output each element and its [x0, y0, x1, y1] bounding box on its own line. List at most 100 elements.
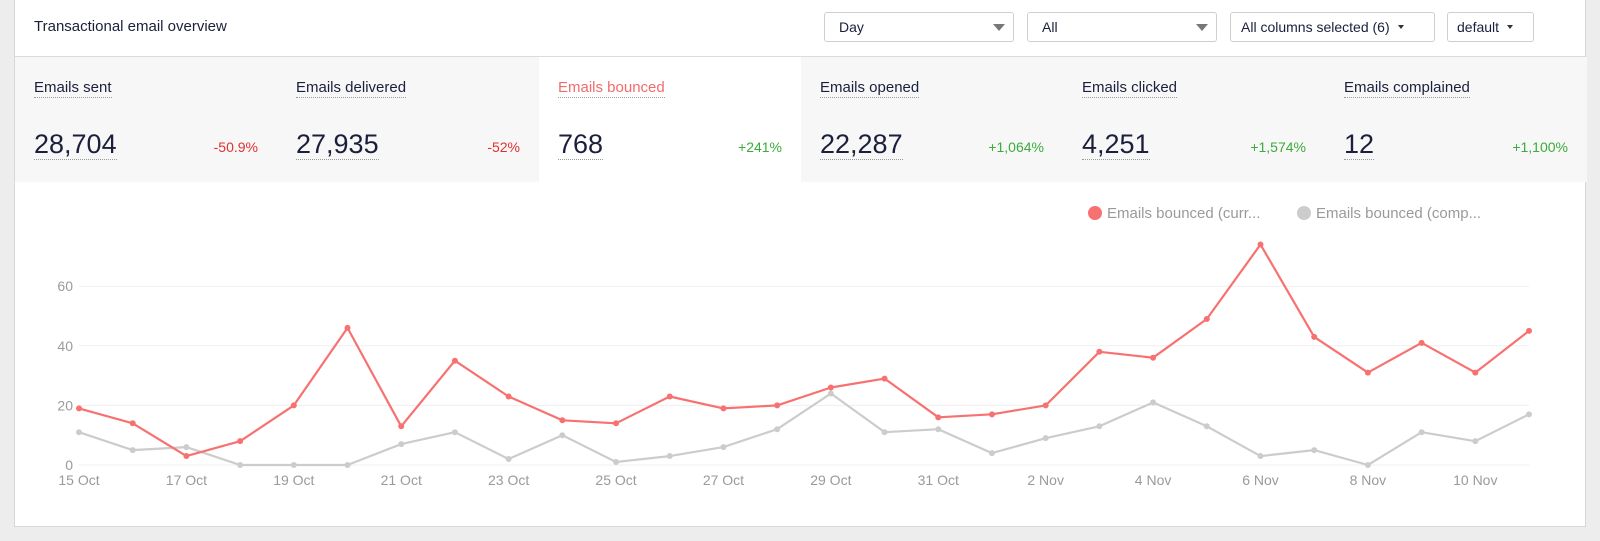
x-tick-label: 29 Oct — [810, 472, 851, 488]
data-point — [451, 357, 458, 364]
x-tick-label: 6 Nov — [1242, 472, 1279, 488]
view-select-label: default — [1457, 19, 1500, 35]
data-point — [720, 405, 727, 412]
data-point — [1472, 369, 1479, 376]
overview-card: Transactional email overview Day All All… — [14, 0, 1587, 527]
data-point — [774, 426, 781, 433]
metric-value: 22,287 — [820, 129, 903, 160]
metric-emails-sent[interactable]: Emails sent 28,704 -50.9% — [15, 57, 277, 182]
data-point — [1418, 339, 1425, 346]
data-point — [666, 393, 673, 400]
data-point — [613, 420, 620, 427]
metric-change: +1,574% — [1250, 139, 1306, 155]
data-point — [183, 444, 190, 451]
x-tick-label: 23 Oct — [488, 472, 529, 488]
metric-emails-complained[interactable]: Emails complained 12 +1,100% — [1325, 57, 1587, 182]
metric-label: Emails sent — [34, 79, 112, 98]
data-point — [1042, 402, 1049, 409]
data-point — [559, 432, 566, 439]
data-point — [988, 411, 995, 418]
data-point — [129, 447, 136, 454]
x-tick-label: 4 Nov — [1135, 472, 1172, 488]
x-tick-label: 21 Oct — [381, 472, 422, 488]
filter-select[interactable]: All — [1027, 12, 1217, 42]
data-point — [76, 405, 82, 412]
series-line — [78, 392, 1530, 467]
x-tick-label: 27 Oct — [703, 472, 744, 488]
data-point — [1418, 429, 1425, 436]
metric-value: 28,704 — [34, 129, 117, 160]
metrics-row: Emails sent 28,704 -50.9% Emails deliver… — [15, 57, 1587, 182]
data-point — [1150, 399, 1157, 406]
caret-down-icon — [1507, 25, 1514, 30]
data-point — [935, 426, 942, 433]
data-point — [1203, 423, 1210, 430]
chevron-down-icon — [1196, 24, 1208, 31]
x-tick-label: 17 Oct — [166, 472, 207, 488]
data-point — [1364, 369, 1371, 376]
filter-select-value: All — [1042, 19, 1058, 35]
card-header: Transactional email overview Day All All… — [15, 0, 1587, 57]
data-point — [666, 453, 673, 460]
metric-change: +241% — [738, 139, 782, 155]
metric-change: +1,100% — [1512, 139, 1568, 155]
x-tick-label: 15 Oct — [58, 472, 99, 488]
data-point — [613, 459, 620, 466]
x-tick-label: 19 Oct — [273, 472, 314, 488]
data-point — [344, 324, 351, 331]
metric-emails-clicked[interactable]: Emails clicked 4,251 +1,574% — [1063, 57, 1325, 182]
data-point — [237, 462, 244, 468]
data-point — [1364, 462, 1371, 468]
legend-marker — [1088, 206, 1102, 220]
page-title: Transactional email overview — [34, 18, 227, 35]
data-point — [290, 462, 297, 468]
columns-select-label: All columns selected (6) — [1241, 19, 1390, 35]
data-point — [827, 390, 834, 397]
data-point — [827, 384, 834, 391]
period-select[interactable]: Day — [824, 12, 1014, 42]
y-tick-label: 60 — [57, 278, 73, 294]
legend-marker — [1297, 206, 1311, 220]
data-point — [237, 438, 244, 445]
metric-change: +1,064% — [988, 139, 1044, 155]
data-point — [505, 393, 512, 400]
data-point — [451, 429, 458, 436]
data-point — [1203, 315, 1210, 322]
metric-label: Emails opened — [820, 79, 920, 98]
data-point — [1472, 438, 1479, 445]
x-tick-label: 2 Nov — [1027, 472, 1064, 488]
x-tick-label: 10 Nov — [1453, 472, 1497, 488]
x-tick-label: 31 Oct — [918, 472, 959, 488]
caret-down-icon — [1397, 25, 1404, 30]
metric-change: -52% — [487, 139, 520, 155]
metric-change: -50.9% — [213, 139, 258, 155]
data-point — [1096, 348, 1103, 355]
data-point — [935, 414, 942, 421]
columns-select[interactable]: All columns selected (6) — [1230, 12, 1435, 42]
data-point — [129, 420, 136, 427]
data-point — [1257, 241, 1264, 248]
metric-value: 12 — [1344, 129, 1375, 160]
x-tick-label: 8 Nov — [1350, 472, 1387, 488]
data-point — [76, 429, 82, 436]
metric-value: 768 — [558, 129, 604, 160]
data-point — [505, 456, 512, 463]
metric-emails-bounced[interactable]: Emails bounced 768 +241% — [539, 57, 801, 182]
data-point — [1150, 354, 1157, 361]
y-tick-label: 20 — [57, 397, 73, 413]
metric-label: Emails delivered — [296, 79, 407, 98]
y-tick-label: 40 — [57, 338, 73, 354]
data-point — [398, 423, 405, 430]
metric-emails-delivered[interactable]: Emails delivered 27,935 -52% — [277, 57, 539, 182]
data-point — [1311, 333, 1318, 340]
data-point — [774, 402, 781, 409]
view-select[interactable]: default — [1447, 12, 1534, 42]
data-point — [1096, 423, 1103, 430]
metric-emails-opened[interactable]: Emails opened 22,287 +1,064% — [801, 57, 1063, 182]
data-point — [1311, 447, 1318, 454]
data-point — [1526, 327, 1532, 334]
metric-value: 27,935 — [296, 129, 379, 160]
period-select-value: Day — [839, 19, 864, 35]
legend-label: Emails bounced (curr... — [1107, 205, 1260, 222]
data-point — [1526, 411, 1532, 418]
